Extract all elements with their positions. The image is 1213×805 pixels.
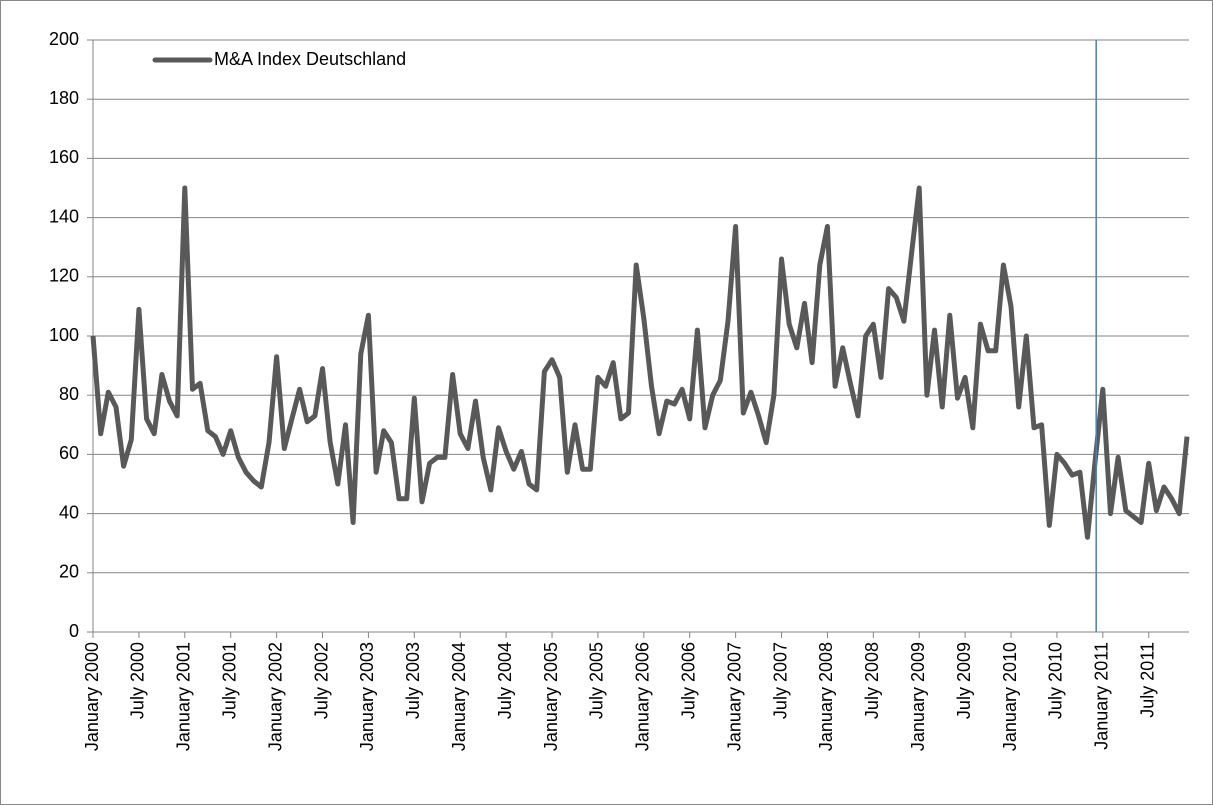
y-tick-label: 200 xyxy=(49,29,79,49)
x-tick-label: July 2005 xyxy=(587,642,607,719)
x-tick-label: January 2002 xyxy=(265,642,285,751)
x-tick-label: January 2009 xyxy=(908,642,928,751)
legend-label: M&A Index Deutschland xyxy=(214,49,406,69)
x-tick-label: July 2011 xyxy=(1137,642,1157,718)
x-tick-label: January 2001 xyxy=(174,642,194,751)
y-tick-label: 20 xyxy=(59,562,79,582)
y-tick-label: 140 xyxy=(49,206,79,226)
x-tick-label: January 2004 xyxy=(449,642,469,751)
x-tick-label: July 2000 xyxy=(128,642,148,719)
x-tick-label: July 2006 xyxy=(678,642,698,719)
x-tick-label: July 2009 xyxy=(954,642,974,719)
y-tick-label: 80 xyxy=(59,384,79,404)
x-tick-label: January 2006 xyxy=(633,642,653,751)
x-tick-label: January 2000 xyxy=(82,642,102,751)
y-tick-label: 100 xyxy=(49,325,79,345)
x-tick-label: July 2010 xyxy=(1046,642,1066,719)
x-tick-label: January 2008 xyxy=(816,642,836,751)
data-line xyxy=(90,185,1190,540)
x-tick-label: January 2007 xyxy=(724,642,744,751)
x-tick-label: July 2003 xyxy=(403,642,423,719)
x-tick-label: July 2007 xyxy=(770,642,790,719)
y-tick-label: 180 xyxy=(49,88,79,108)
x-tick-label: July 2001 xyxy=(219,642,239,719)
x-tick-label: January 2011 xyxy=(1092,642,1112,750)
x-tick-label: July 2008 xyxy=(862,642,882,719)
x-tick-label: July 2004 xyxy=(495,642,515,719)
y-tick-label: 60 xyxy=(59,443,79,463)
y-tick-label: 0 xyxy=(69,621,79,641)
x-tick-label: January 2003 xyxy=(357,642,377,751)
y-tick-label: 120 xyxy=(49,266,79,286)
x-tick-label: July 2002 xyxy=(311,642,331,719)
y-tick-label: 40 xyxy=(59,502,79,522)
x-tick-label: January 2010 xyxy=(1000,642,1020,751)
y-tick-label: 160 xyxy=(49,147,79,167)
x-tick-label: January 2005 xyxy=(541,642,561,751)
